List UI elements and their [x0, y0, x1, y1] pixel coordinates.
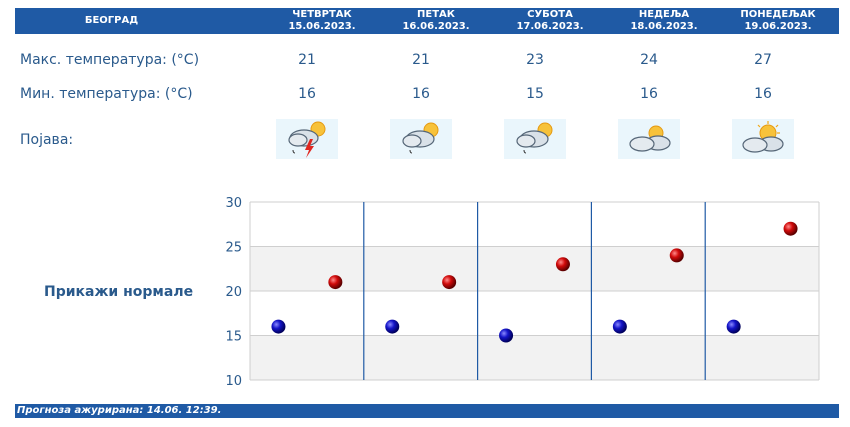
day-date: 19.06.2023. [744, 21, 812, 32]
min-temp-point [499, 328, 514, 343]
max-temp-value: 24 [640, 52, 658, 68]
day-date: 17.06.2023. [516, 21, 584, 32]
city-name: БЕОГРАД [84, 15, 139, 26]
max-temp-point [442, 275, 457, 290]
forecast-updated-bar: Прогноза ажурирана: 14.06. 12:39. [15, 404, 839, 418]
day-header-2: ПЕТАК 16.06.2023. [379, 9, 493, 33]
max-temp-value: 21 [298, 52, 316, 68]
day-name: ПЕТАК [417, 9, 455, 20]
max-temp-point [555, 257, 570, 272]
phenomenon-label: Појава: [20, 132, 74, 148]
day-date: 15.06.2023. [288, 21, 356, 32]
forecast-updated-text: Прогноза ажурирана: 14.06. 12:39. [17, 405, 222, 416]
y-tick-label: 15 [225, 330, 242, 345]
plot-band [250, 202, 819, 247]
min-temp-point [726, 319, 741, 334]
day-header-5: ПОНЕДЕЉАК 19.06.2023. [721, 9, 835, 33]
day-name: СУБОТА [527, 9, 573, 20]
day-header-3: СУБОТА 17.06.2023. [493, 9, 607, 33]
plot-band [250, 335, 819, 380]
cloud-sun-icon [732, 119, 794, 159]
show-normals-link[interactable]: Прикажи нормале [44, 284, 194, 300]
max-temp-point [669, 248, 684, 263]
min-temp-value: 16 [412, 86, 430, 102]
min-temp-value: 15 [526, 86, 544, 102]
min-temp-value: 16 [640, 86, 658, 102]
max-temp-point [783, 221, 798, 236]
max-temp-label: Макс. температура: (°C) [20, 52, 200, 68]
max-temp-value: 21 [412, 52, 430, 68]
day-date: 16.06.2023. [402, 21, 470, 32]
day-name: ЧЕТВРТАК [292, 9, 352, 20]
forecast-header: БЕОГРАД ЧЕТВРТАК 15.06.2023. ПЕТАК 16.06… [15, 8, 839, 34]
plot-band [250, 291, 819, 336]
day-name: ПОНЕДЕЉАК [740, 9, 816, 20]
cloud-sun-rain-icon [390, 119, 452, 159]
min-temp-point [271, 319, 286, 334]
min-temp-value: 16 [298, 86, 316, 102]
day-header-4: НЕДЕЉА 18.06.2023. [607, 9, 721, 33]
min-temp-point [612, 319, 627, 334]
temperature-chart: 10 15 20 25 30 [225, 196, 820, 389]
max-temp-point [328, 275, 343, 290]
day-name: НЕДЕЉА [638, 9, 690, 20]
storm-cloud-sun-icon [276, 119, 338, 159]
max-temp-value: 23 [526, 52, 544, 68]
day-header-1: ЧЕТВРТАК 15.06.2023. [265, 9, 379, 33]
cloud-sun-icon [618, 119, 680, 159]
min-temp-label: Мин. температура: (°C) [20, 86, 193, 102]
cloud-sun-rain-icon [504, 119, 566, 159]
y-tick-label: 20 [225, 285, 242, 300]
max-temp-value: 27 [754, 52, 772, 68]
min-temp-value: 16 [754, 86, 772, 102]
plot-band [250, 246, 819, 291]
day-date: 18.06.2023. [630, 21, 698, 32]
y-tick-label: 30 [225, 196, 242, 211]
min-temp-point [385, 319, 400, 334]
y-tick-label: 10 [225, 374, 242, 389]
y-tick-label: 25 [225, 241, 242, 256]
